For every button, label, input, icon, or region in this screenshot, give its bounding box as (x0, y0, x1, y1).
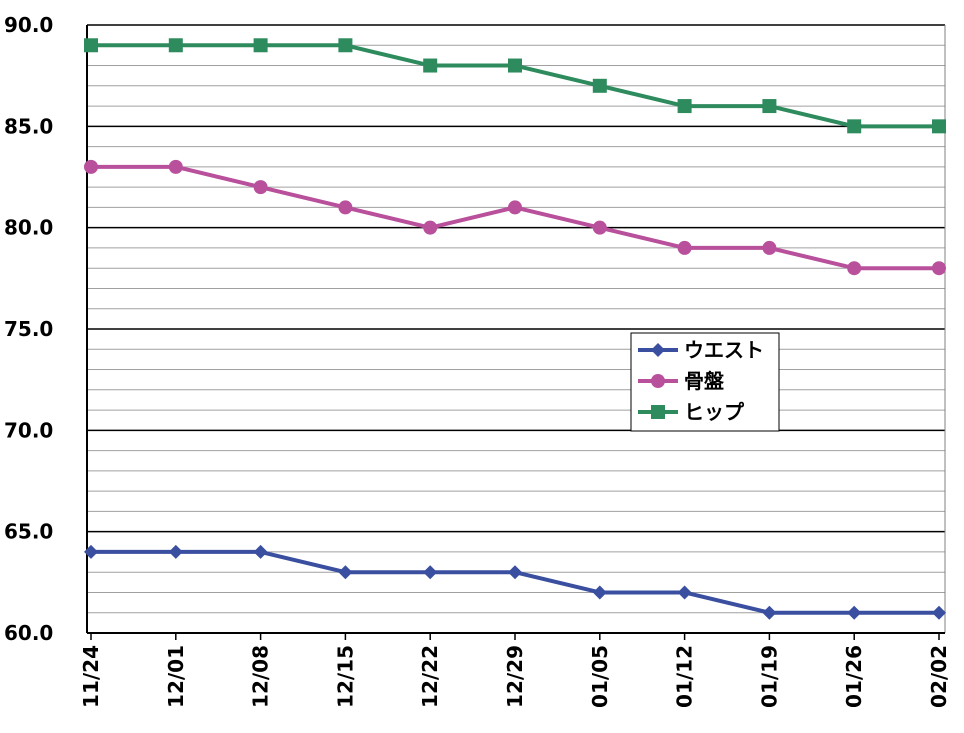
data-point (762, 605, 777, 620)
y-tick-label: 65.0 (4, 520, 53, 544)
data-point (84, 159, 98, 174)
data-point (592, 585, 607, 600)
data-point (762, 240, 777, 255)
x-tick-label: 01/26 (842, 645, 866, 708)
data-point (677, 99, 692, 114)
x-tick-label: 12/08 (249, 645, 273, 708)
series-line (91, 549, 939, 615)
data-point (168, 544, 183, 559)
legend-marker (651, 405, 665, 419)
x-tick-label: 01/19 (757, 645, 781, 708)
data-point (84, 544, 98, 559)
legend-label: ヒップ (684, 400, 745, 424)
data-point (168, 38, 183, 53)
data-point (338, 565, 353, 580)
data-point (423, 58, 438, 73)
data-point (592, 78, 607, 93)
y-tick-label: 60.0 (4, 621, 53, 645)
y-tick-label: 90.0 (4, 13, 53, 37)
data-point (253, 38, 268, 53)
legend-item: 骨盤 (638, 369, 725, 393)
data-point (847, 261, 862, 276)
data-point (847, 119, 862, 134)
data-point (847, 605, 862, 620)
x-tick-label: 01/05 (588, 645, 612, 708)
data-point (508, 58, 522, 73)
y-tick-label: 80.0 (4, 216, 53, 240)
legend-label: ウエスト (684, 338, 764, 362)
legend-item: ウエスト (638, 338, 764, 362)
data-point (677, 240, 692, 255)
y-tick-label: 85.0 (4, 114, 53, 138)
series-3 (84, 38, 946, 134)
data-point (932, 605, 946, 620)
data-point (508, 565, 522, 580)
legend-label: 骨盤 (684, 369, 725, 393)
data-point (592, 220, 607, 235)
legend-marker (651, 374, 665, 388)
legend-item: ヒップ (638, 400, 745, 424)
y-tick-label: 75.0 (4, 317, 53, 341)
x-tick-label: 12/22 (418, 645, 442, 708)
x-tick-label: 12/01 (164, 645, 188, 708)
series-1 (84, 544, 946, 620)
grid-layer (87, 24, 946, 633)
series-layer (84, 38, 946, 620)
legend-marker (651, 343, 665, 357)
series-line (91, 164, 939, 271)
axis-layer: 60.0 65.0 70.0 75.0 80.0 85.0 90.0 11/24 12/01 12… (4, 13, 951, 708)
data-point (84, 38, 98, 53)
data-point (423, 220, 438, 235)
data-point (677, 585, 692, 600)
data-point (253, 180, 268, 195)
data-point (508, 200, 522, 215)
x-tick-label: 12/15 (333, 645, 357, 708)
data-point (932, 261, 946, 276)
series-2 (84, 159, 946, 276)
y-tick-label: 70.0 (4, 418, 53, 442)
x-tick-label: 01/12 (673, 645, 697, 708)
data-point (762, 99, 777, 114)
data-point (423, 565, 438, 580)
x-tick-label: 11/24 (79, 645, 103, 708)
x-tick-label: 02/02 (927, 645, 951, 708)
data-point (338, 38, 353, 53)
data-point (338, 200, 353, 215)
data-point (253, 544, 268, 559)
data-point (932, 119, 946, 134)
x-tick-label: 12/29 (503, 645, 527, 708)
data-point (168, 159, 183, 174)
